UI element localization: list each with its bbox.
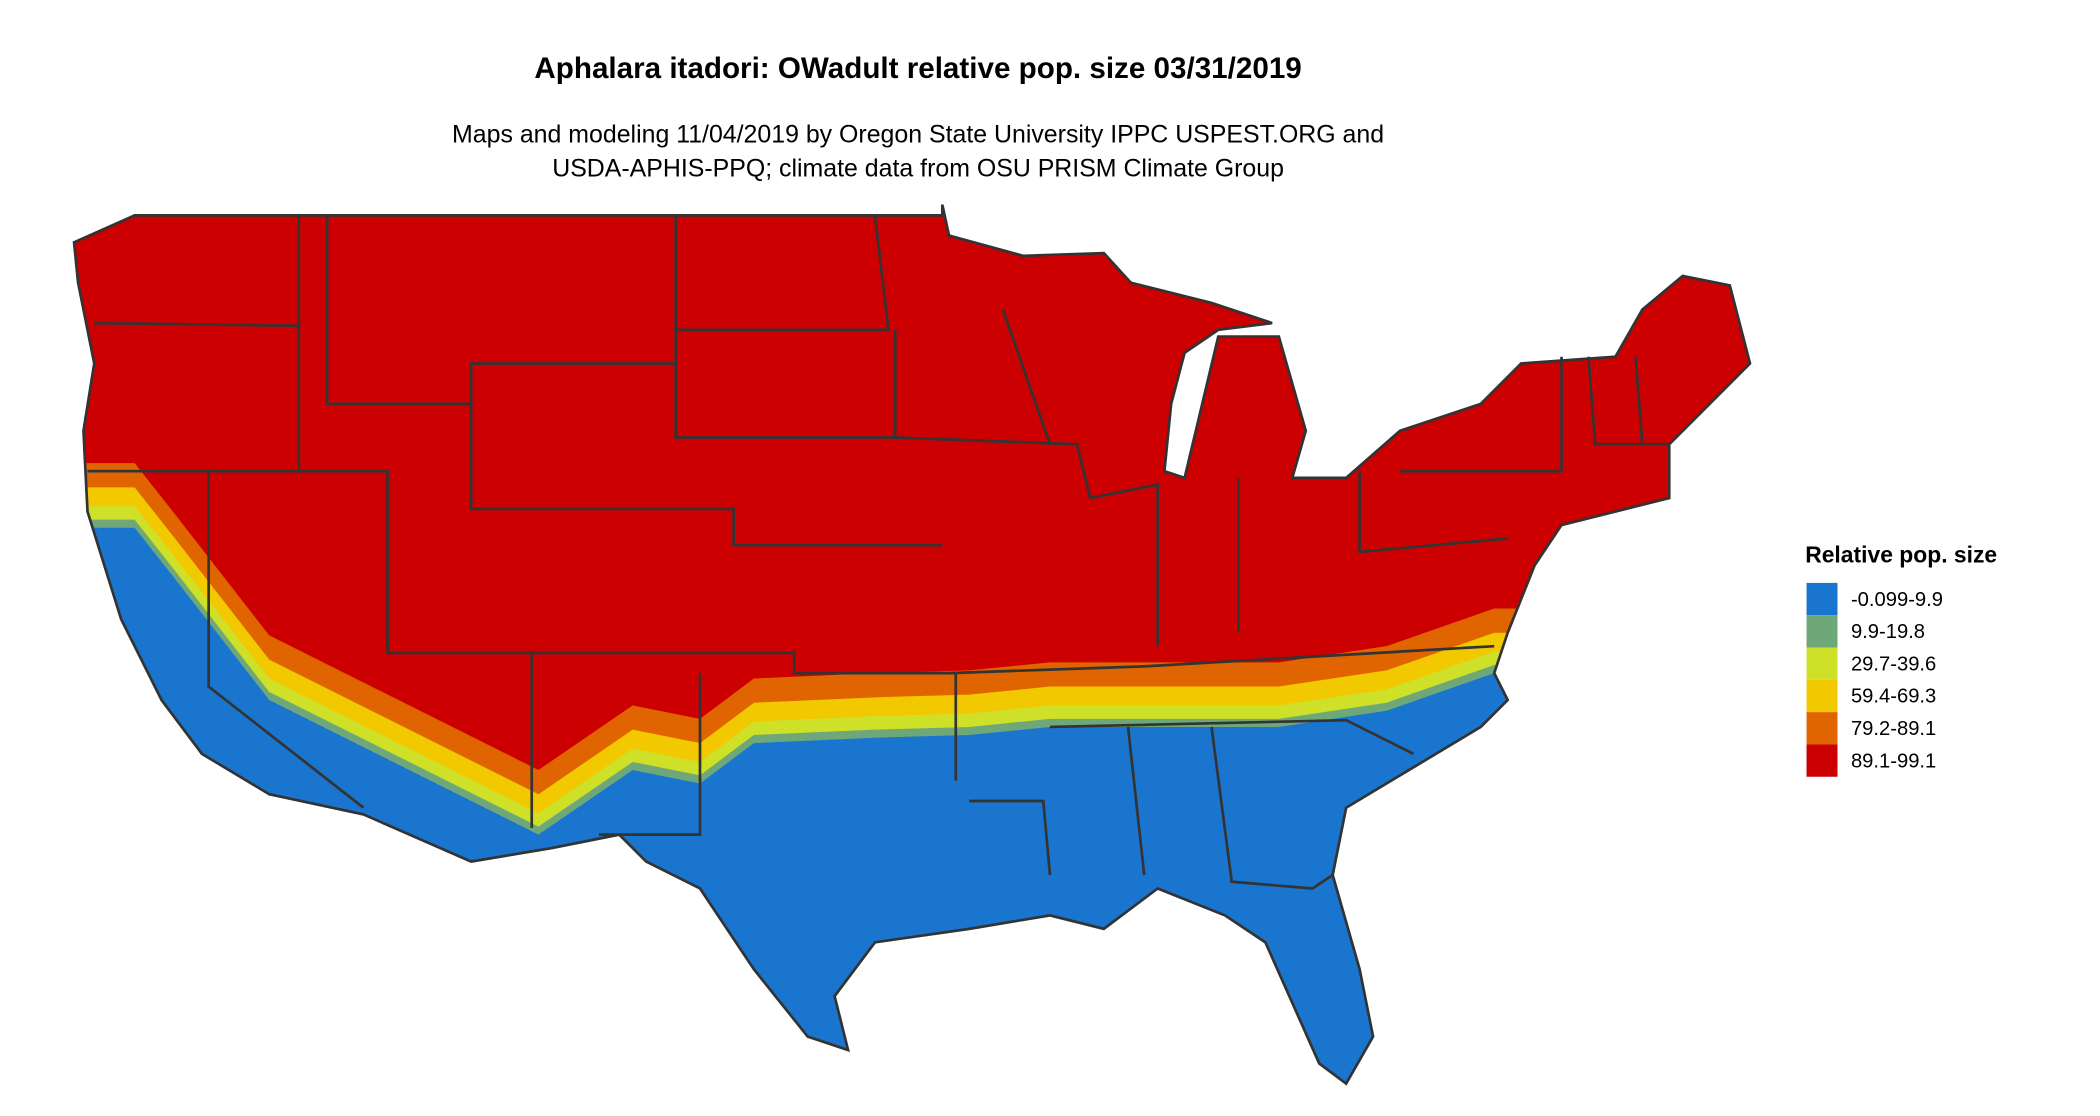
legend-swatch [1806, 679, 1838, 713]
legend-label: 89.1-99.1 [1851, 750, 1936, 772]
map-subtitle-line2: USDA-APHIS-PPQ; climate data from OSU PR… [552, 154, 1284, 182]
legend-swatch [1806, 647, 1838, 680]
legend-label: -0.099-9.9 [1851, 589, 1943, 611]
legend-label: 9.9-19.8 [1851, 621, 1925, 643]
legend-label: 79.2-89.1 [1851, 718, 1936, 740]
legend-swatch [1806, 615, 1838, 648]
legend-label: 59.4-69.3 [1851, 686, 1936, 708]
legend-swatch [1806, 582, 1838, 616]
map-title: Aphalara itadori: OWadult relative pop. … [534, 52, 1301, 85]
map-subtitle-line1: Maps and modeling 11/04/2019 by Oregon S… [452, 121, 1384, 149]
us-outline [72, 204, 1752, 1086]
legend-swatch [1806, 712, 1838, 745]
legend-swatch [1806, 744, 1838, 777]
legend-title: Relative pop. size [1805, 542, 1997, 568]
state-borders [87, 215, 1670, 890]
legend-label: 29.7-39.6 [1851, 653, 1936, 675]
us-map [72, 204, 1752, 1086]
legend: Relative pop. size -0.099-9.9 9.9-19.8 29.… [1805, 542, 1997, 777]
